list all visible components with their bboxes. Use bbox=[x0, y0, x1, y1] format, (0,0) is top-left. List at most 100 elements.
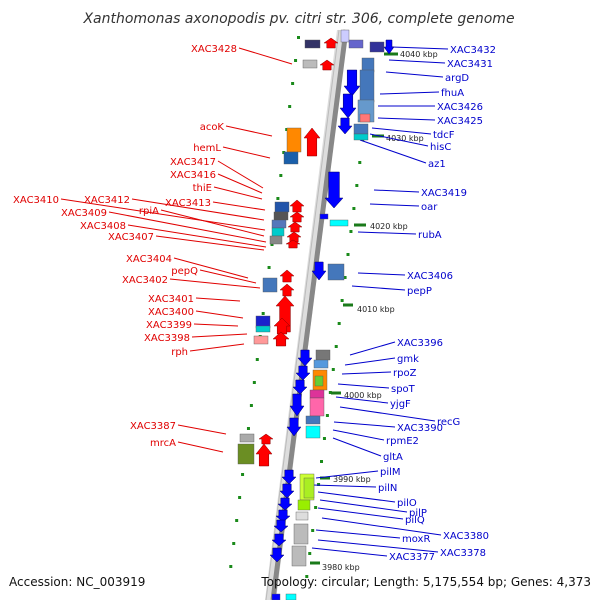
reverse-gene-arrow[interactable] bbox=[275, 509, 291, 523]
gene-label-XAC3412[interactable]: XAC3412 bbox=[84, 195, 130, 206]
forward-gene-arrow[interactable] bbox=[289, 199, 305, 213]
gene-label-recG[interactable]: recG bbox=[437, 417, 460, 428]
gene-label-XAC3410[interactable]: XAC3410 bbox=[13, 195, 59, 206]
connector-moxR bbox=[315, 529, 401, 539]
kbp-label-3980: 3980 kbp bbox=[322, 563, 360, 572]
connector-argD bbox=[385, 71, 444, 78]
gene-label-XAC3425[interactable]: XAC3425 bbox=[437, 116, 483, 127]
reverse-gene-arrow[interactable] bbox=[324, 171, 344, 209]
gene-label-XAC3419[interactable]: XAC3419 bbox=[421, 188, 467, 199]
reverse-gene-arrow[interactable] bbox=[343, 69, 361, 97]
gene-label-pilO[interactable]: pilO bbox=[397, 498, 417, 509]
forward-gene-arrow[interactable] bbox=[272, 331, 290, 347]
gene-label-XAC3408[interactable]: XAC3408 bbox=[80, 221, 126, 232]
gene-label-XAC3400[interactable]: XAC3400 bbox=[148, 307, 194, 318]
gene-label-XAC3377[interactable]: XAC3377 bbox=[389, 552, 435, 563]
gene-label-fhuA[interactable]: fhuA bbox=[441, 88, 464, 99]
gene-label-pilM[interactable]: pilM bbox=[380, 467, 401, 478]
gene-label-rph[interactable]: rph bbox=[171, 347, 188, 358]
gene-label-XAC3406[interactable]: XAC3406 bbox=[407, 271, 453, 282]
forward-gene-arrow[interactable] bbox=[319, 59, 335, 71]
reverse-gene-arrow[interactable] bbox=[269, 547, 285, 563]
gene-label-az1[interactable]: az1 bbox=[428, 159, 446, 170]
gene-label-mrcA[interactable]: mrcA bbox=[150, 438, 176, 449]
gene-label-pepP[interactable]: pepP bbox=[407, 286, 432, 297]
connector-thiE bbox=[213, 186, 263, 200]
gene-label-XAC3402[interactable]: XAC3402 bbox=[122, 275, 168, 286]
scale-dash bbox=[294, 59, 298, 62]
reverse-gene-arrow[interactable] bbox=[281, 469, 297, 485]
scale-dash bbox=[252, 381, 256, 384]
gene-label-tdcF[interactable]: tdcF bbox=[433, 130, 455, 141]
reverse-gene-arrow[interactable] bbox=[271, 533, 287, 547]
reverse-gene-arrow[interactable] bbox=[277, 497, 293, 511]
forward-gene-arrow[interactable] bbox=[285, 239, 301, 249]
gene-label-XAC3407[interactable]: XAC3407 bbox=[108, 232, 154, 243]
forward-gene-arrow[interactable] bbox=[287, 221, 303, 233]
gene-label-XAC3399[interactable]: XAC3399 bbox=[146, 320, 192, 331]
forward-gene-arrow[interactable] bbox=[323, 37, 339, 49]
forward-gene-arrow[interactable] bbox=[286, 231, 302, 243]
gene-label-hisC[interactable]: hisC bbox=[430, 142, 451, 153]
reverse-gene-arrow[interactable] bbox=[337, 117, 353, 135]
forward-gene-arrow[interactable] bbox=[279, 269, 295, 283]
gene-label-XAC3409[interactable]: XAC3409 bbox=[61, 208, 107, 219]
gene-label-pilQ[interactable]: pilQ bbox=[405, 515, 425, 526]
gene-label-XAC3401[interactable]: XAC3401 bbox=[148, 294, 194, 305]
connector-rph bbox=[189, 343, 245, 352]
gene-label-oar[interactable]: oar bbox=[421, 202, 438, 213]
gene-label-XAC3426[interactable]: XAC3426 bbox=[437, 102, 483, 113]
reverse-gene-arrow[interactable] bbox=[311, 261, 327, 281]
reverse-gene-arrow[interactable] bbox=[383, 39, 395, 55]
gene-label-yjgF[interactable]: yjgF bbox=[390, 399, 411, 410]
reverse-gene-arrow[interactable] bbox=[295, 365, 311, 381]
forward-gene-arrow[interactable] bbox=[303, 127, 321, 157]
gene-label-acoK[interactable]: acoK bbox=[200, 122, 225, 133]
forward-gene-arrow[interactable] bbox=[279, 283, 295, 297]
reverse-gene-arrow[interactable] bbox=[297, 349, 313, 367]
gene-label-XAC3404[interactable]: XAC3404 bbox=[126, 254, 172, 265]
connector-XAC3390 bbox=[333, 421, 396, 428]
reverse-gene-arrow[interactable] bbox=[339, 93, 357, 119]
gene-label-pilP[interactable]: pilP bbox=[409, 508, 427, 519]
gene-label-XAC3416[interactable]: XAC3416 bbox=[170, 170, 216, 181]
gene-label-XAC3380[interactable]: XAC3380 bbox=[443, 531, 489, 542]
forward-gene-arrow[interactable] bbox=[258, 433, 274, 445]
gene-label-rpiA[interactable]: rpiA bbox=[139, 206, 159, 217]
gene-label-XAC3417[interactable]: XAC3417 bbox=[170, 157, 216, 168]
gene-label-thiE[interactable]: thiE bbox=[193, 183, 212, 194]
reverse-gene-arrow[interactable] bbox=[273, 519, 289, 533]
gene-label-moxR[interactable]: moxR bbox=[402, 534, 430, 545]
gene-label-XAC3398[interactable]: XAC3398 bbox=[144, 333, 190, 344]
gene-label-XAC3431[interactable]: XAC3431 bbox=[447, 59, 493, 70]
reverse-gene-arrow[interactable] bbox=[279, 483, 295, 499]
gene-label-gmk[interactable]: gmk bbox=[397, 354, 419, 365]
forward-gene-arrow[interactable] bbox=[255, 443, 273, 467]
kbp-label-3990: 3990 kbp bbox=[333, 475, 371, 484]
gene-label-rubA[interactable]: rubA bbox=[418, 230, 442, 241]
reverse-gene-arrow[interactable] bbox=[286, 417, 302, 437]
scale-dash bbox=[317, 483, 321, 486]
gene-label-hemL[interactable]: hemL bbox=[193, 143, 221, 154]
feature-box bbox=[271, 219, 287, 229]
gene-label-argD[interactable]: argD bbox=[445, 73, 469, 84]
forward-gene-arrow[interactable] bbox=[289, 211, 305, 223]
reverse-gene-arrow[interactable] bbox=[292, 379, 308, 395]
gene-label-pilN[interactable]: pilN bbox=[378, 483, 397, 494]
forward-gene-arrow[interactable] bbox=[273, 317, 291, 335]
gene-label-rpmE2[interactable]: rpmE2 bbox=[386, 436, 419, 447]
scale-dash bbox=[270, 243, 274, 246]
gene-label-XAC3387[interactable]: XAC3387 bbox=[130, 421, 176, 432]
gene-label-XAC3428[interactable]: XAC3428 bbox=[191, 44, 237, 55]
gene-label-XAC3378[interactable]: XAC3378 bbox=[440, 548, 486, 559]
gene-label-rpoZ[interactable]: rpoZ bbox=[393, 368, 417, 379]
gene-label-XAC3432[interactable]: XAC3432 bbox=[450, 45, 496, 56]
gene-label-XAC3396[interactable]: XAC3396 bbox=[397, 338, 443, 349]
gene-label-pepQ[interactable]: pepQ bbox=[171, 266, 198, 277]
gene-label-gltA[interactable]: gltA bbox=[383, 452, 403, 463]
gene-label-XAC3390[interactable]: XAC3390 bbox=[397, 423, 443, 434]
reverse-gene-arrow[interactable] bbox=[289, 393, 305, 417]
gene-label-spoT[interactable]: spoT bbox=[391, 384, 416, 395]
gene-label-XAC3413[interactable]: XAC3413 bbox=[165, 198, 211, 209]
connector-acoK bbox=[225, 125, 273, 137]
